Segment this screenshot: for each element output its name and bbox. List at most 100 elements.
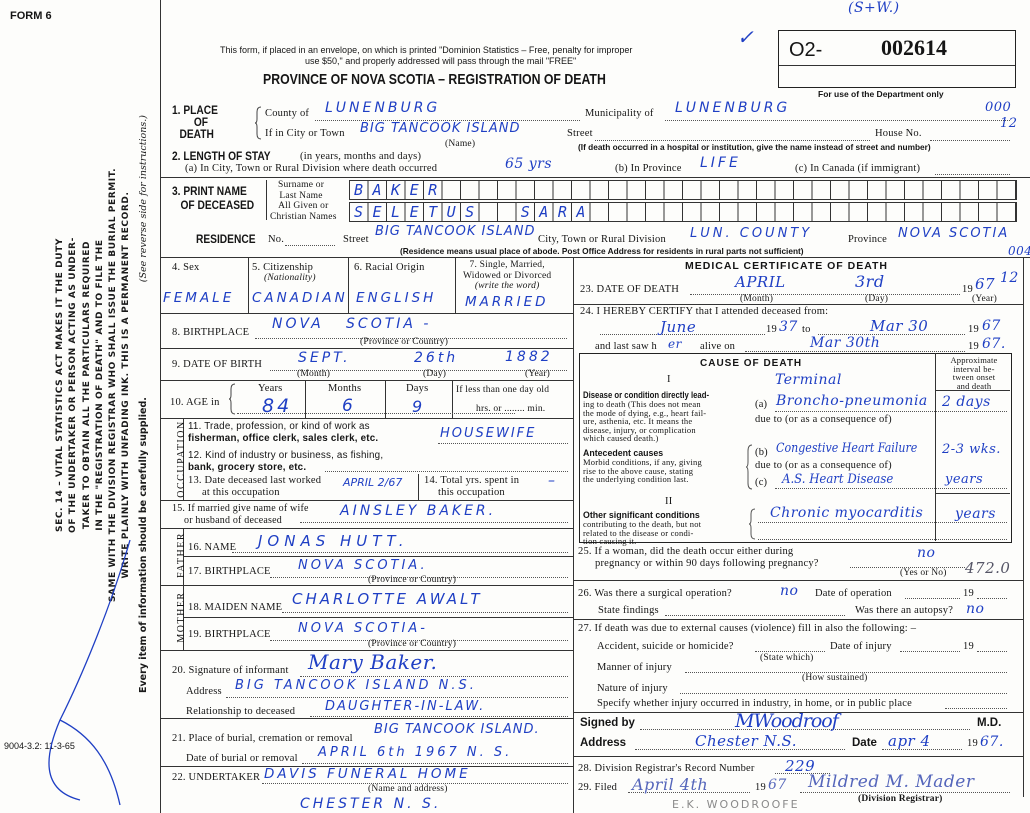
given-names-label: All Given or Christian Names [270, 201, 337, 222]
residence-city-value: LUN. COUNTY [690, 226, 813, 241]
county-value: LUNENBURG [325, 100, 441, 116]
alive-on-label: alive on [700, 341, 736, 352]
industry-label: 12. Kind of industry or business, as fis… [188, 450, 384, 473]
burial-date-value: APRIL 6th 1967 N. S. [318, 745, 513, 760]
century-label: 19 [968, 324, 979, 335]
stay-canada-label: (c) In Canada (if immigrant) [795, 163, 921, 174]
surgical-operation-label: 26. Was there a surgical operation? [578, 588, 732, 599]
undertaker-note: (Name and address) [368, 784, 448, 794]
length-of-stay-label: 2. LENGTH OF STAY [172, 149, 271, 163]
father-name-label: 16. NAME [188, 542, 237, 553]
dob-label: 9. DATE OF BIRTH [172, 359, 263, 370]
residence-code-annotation: 004 [1008, 244, 1030, 258]
year-note: (Year) [525, 369, 551, 379]
death-date-annotation: 12 [1000, 270, 1019, 286]
house-label: House No. [875, 128, 922, 139]
nature-of-injury-label: Nature of injury [597, 683, 668, 694]
residence-city-label: City, Town or Rural Division [538, 234, 666, 245]
cause-of-death-box [579, 353, 1012, 543]
relationship-label: Relationship to deceased [186, 706, 296, 717]
cause-c-label: (c) [755, 477, 768, 488]
undertaker-address-value: CHESTER N. S. [300, 796, 442, 812]
cause-code-annotation: 472.0 [965, 559, 1011, 577]
province-note: (Province or Country) [360, 337, 449, 347]
direct-cause-description: ing to death (This does not mean the mode… [583, 399, 707, 444]
direct-cause-title: Disease or condition directly lead- [583, 390, 710, 400]
day-note: (Day) [423, 369, 447, 379]
given-names-grid[interactable]: SELETUS SARA [349, 202, 1017, 222]
father-side-label: FATHER [176, 531, 187, 579]
age-label: 10. AGE in [170, 397, 220, 408]
cause-a-interval: 2 days [942, 394, 991, 410]
relationship-value: DAUGHTER-IN-LAW. [325, 699, 486, 714]
spouse-label: 15. If married give name of wife or husba… [172, 503, 309, 526]
racial-origin-value: ENGLISH [356, 290, 437, 306]
department-code-annotation-2: 12 [1000, 116, 1018, 131]
citizenship-label: 5. Citizenship [252, 262, 314, 273]
how-sustained-note: (How sustained) [802, 673, 868, 683]
stay-province-value: LIFE [700, 155, 741, 171]
brace [745, 444, 753, 490]
dob-month-value: SEPT. [298, 350, 351, 366]
antecedent-description: Morbid conditions, if any, giving rise to… [583, 457, 702, 485]
total-years-value: – [548, 473, 558, 489]
other-conditions-description: contributing to the death, but not relate… [583, 519, 702, 547]
medical-certificate-heading: MEDICAL CERTIFICATE OF DEATH [685, 260, 888, 272]
length-of-stay-note: (in years, months and days) [300, 151, 422, 162]
cause-b-label: (b) [755, 447, 768, 458]
last-saw-year: 67. [982, 336, 1006, 352]
death-day-value: 3rd [855, 272, 885, 291]
filed-date-value: April 4th [632, 775, 709, 794]
stamp-annotation: (S+W.) [848, 0, 900, 16]
mother-birthplace-value: NOVA SCOTIA- [298, 621, 428, 636]
form-title: PROVINCE OF NOVA SCOTIA – REGISTRATION O… [263, 71, 606, 88]
record-number-label: 28. Division Registrar's Record Number [578, 763, 755, 774]
part-2-label: II [665, 496, 673, 507]
antecedent-title: Antecedent causes [583, 448, 664, 458]
mailing-notice-2: use $50," and properly addressed will pa… [305, 56, 577, 66]
surname-label: Surname or Last Name [278, 180, 325, 201]
last-worked-label: 13. Date deceased last worked at this occ… [188, 475, 322, 498]
department-code-annotation: 000 [985, 100, 1012, 115]
mother-birthplace-label: 19. BIRTHPLACE [188, 629, 271, 640]
yes-no-note: (Yes or No) [900, 568, 947, 578]
stay-city-label: (a) In City, Town or Rural Division wher… [185, 163, 438, 174]
mailing-notice-1: This form, if placed in an envelope, on … [220, 45, 633, 55]
form-code: 9004-3.2: 11-3-65 [4, 741, 75, 751]
mother-name-label: 18. MAIDEN NAME [188, 602, 283, 613]
surgical-operation-value: no [780, 583, 799, 599]
mother-name-value: CHARLOTTE AWALT [292, 590, 483, 608]
cause-c-interval: years [945, 472, 984, 487]
brace [748, 508, 756, 540]
brace [254, 106, 262, 140]
residence-note: (Residence means usual place of abode. P… [400, 246, 804, 256]
stay-city-value: 65 yrs [505, 156, 553, 172]
residence-street-value: BIG TANCOOK ISLAND [375, 224, 536, 239]
dob-year-value: 1882 [505, 349, 553, 365]
part-1-label: I [667, 374, 671, 385]
years-label: Years [258, 383, 283, 394]
burial-place-value: BIG TANCOOK ISLAND. [374, 722, 540, 737]
surname-grid[interactable]: BAKER [349, 180, 1017, 200]
physician-signature: MWoodroof [735, 710, 839, 732]
injury-date-label: Date of injury [830, 641, 892, 652]
burial-date-label: Date of burial or removal [186, 753, 298, 764]
certify-label: 24. I HEREBY CERTIFY that I attended dec… [580, 306, 829, 317]
certificate-year-value: 67. [980, 734, 1004, 750]
cause-a-value: Broncho-pneumonia [776, 393, 928, 409]
other-conditions-title: Other significant conditions [583, 510, 700, 520]
birthplace-value: NOVA SCOTIA - [272, 316, 432, 332]
undertaker-label: 22. UNDERTAKER [172, 772, 261, 783]
century-label: 19 [967, 738, 978, 749]
registration-prefix: O2- [789, 39, 823, 61]
year-note: (Year) [972, 294, 998, 304]
residence-label: RESIDENCE [196, 232, 256, 246]
operation-date-label: Date of operation [815, 588, 892, 599]
state-which-note: (State which) [760, 653, 814, 663]
cause-of-death-heading: CAUSE OF DEATH [700, 358, 803, 369]
hrs-min-label: hrs. or ........ min. [476, 404, 546, 414]
interval-header: Approximate interval be-tween onset and de… [950, 355, 998, 391]
residence-province-label: Province [848, 234, 887, 245]
century-label: 19 [962, 284, 973, 295]
record-number-value: 229 [785, 757, 816, 775]
